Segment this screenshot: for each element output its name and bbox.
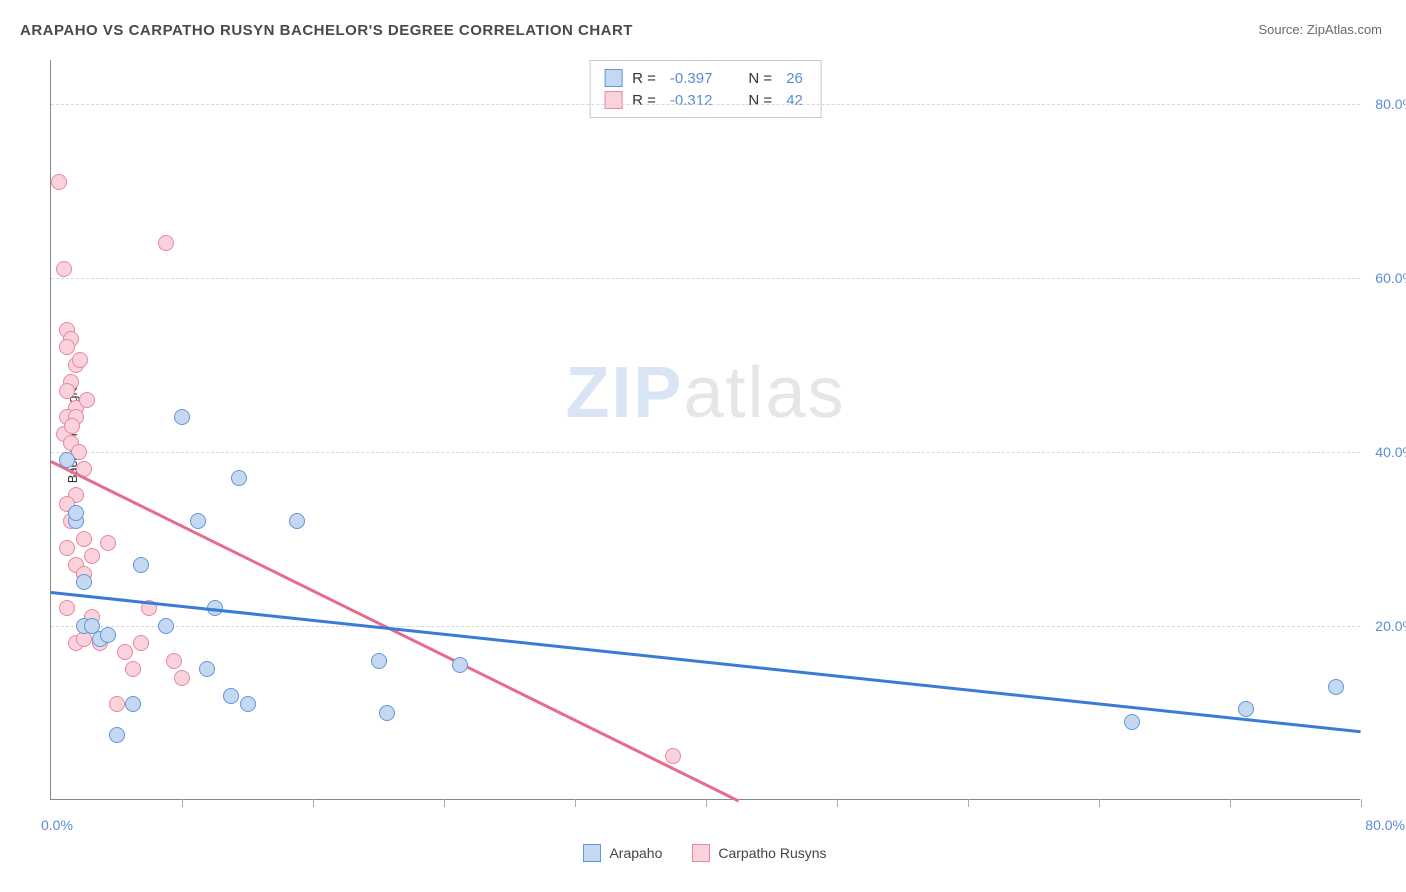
stats-n-value-carpatho: 42 xyxy=(786,92,803,109)
source-attribution: Source: ZipAtlas.com xyxy=(1258,22,1382,37)
data-point-arapaho xyxy=(76,574,92,590)
x-tick xyxy=(1230,799,1231,807)
data-point-carpatho xyxy=(56,261,72,277)
data-point-arapaho xyxy=(231,470,247,486)
data-point-carpatho xyxy=(109,696,125,712)
data-point-arapaho xyxy=(1124,714,1140,730)
stats-swatch-arapaho xyxy=(604,69,622,87)
stats-row-carpatho: R = -0.312 N = 42 xyxy=(604,89,807,111)
legend-item-carpatho: Carpatho Rusyns xyxy=(692,844,826,862)
x-tick xyxy=(837,799,838,807)
y-tick-label: 20.0% xyxy=(1375,618,1406,634)
data-point-arapaho xyxy=(174,409,190,425)
data-point-carpatho xyxy=(174,670,190,686)
legend-label-carpatho: Carpatho Rusyns xyxy=(718,845,826,861)
data-point-carpatho xyxy=(117,644,133,660)
stats-swatch-carpatho xyxy=(604,91,622,109)
legend-swatch-arapaho xyxy=(583,844,601,862)
stats-box: R = -0.397 N = 26 R = -0.312 N = 42 xyxy=(589,60,822,118)
x-tick xyxy=(313,799,314,807)
data-point-carpatho xyxy=(64,418,80,434)
stats-n-value-arapaho: 26 xyxy=(786,70,803,87)
data-point-carpatho xyxy=(72,352,88,368)
plot-area: Bachelor's Degree ZIPatlas 0.0% 80.0% R … xyxy=(50,60,1360,800)
data-point-arapaho xyxy=(199,661,215,677)
data-point-carpatho xyxy=(51,174,67,190)
stats-r-value-arapaho: -0.397 xyxy=(670,70,713,87)
data-point-carpatho xyxy=(125,661,141,677)
y-tick-label: 80.0% xyxy=(1375,96,1406,112)
legend: Arapaho Carpatho Rusyns xyxy=(50,844,1360,862)
x-tick xyxy=(706,799,707,807)
watermark: ZIPatlas xyxy=(565,352,845,434)
data-point-arapaho xyxy=(68,505,84,521)
grid-line xyxy=(51,452,1360,453)
data-point-arapaho xyxy=(59,452,75,468)
chart-title: ARAPAHO VS CARPATHO RUSYN BACHELOR'S DEG… xyxy=(20,22,633,39)
x-tick xyxy=(1099,799,1100,807)
data-point-arapaho xyxy=(1328,679,1344,695)
data-point-carpatho xyxy=(133,635,149,651)
watermark-atlas: atlas xyxy=(683,353,845,433)
data-point-arapaho xyxy=(379,705,395,721)
grid-line xyxy=(51,278,1360,279)
data-point-arapaho xyxy=(125,696,141,712)
data-point-carpatho xyxy=(665,748,681,764)
x-axis-max-label: 80.0% xyxy=(1365,817,1405,833)
legend-swatch-carpatho xyxy=(692,844,710,862)
data-point-arapaho xyxy=(158,618,174,634)
trend-line-carpatho xyxy=(50,461,739,803)
data-point-arapaho xyxy=(240,696,256,712)
stats-r-value-carpatho: -0.312 xyxy=(670,92,713,109)
x-tick xyxy=(444,799,445,807)
legend-label-arapaho: Arapaho xyxy=(609,845,662,861)
y-tick-label: 60.0% xyxy=(1375,270,1406,286)
stats-r-label-2: R = xyxy=(632,92,656,109)
data-point-arapaho xyxy=(289,513,305,529)
data-point-arapaho xyxy=(133,557,149,573)
data-point-arapaho xyxy=(109,727,125,743)
data-point-carpatho xyxy=(76,531,92,547)
data-point-carpatho xyxy=(59,600,75,616)
data-point-arapaho xyxy=(100,627,116,643)
data-point-carpatho xyxy=(59,383,75,399)
legend-item-arapaho: Arapaho xyxy=(583,844,662,862)
data-point-carpatho xyxy=(166,653,182,669)
data-point-carpatho xyxy=(79,392,95,408)
grid-line xyxy=(51,626,1360,627)
stats-r-label: R = xyxy=(632,70,656,87)
x-tick xyxy=(575,799,576,807)
y-tick-label: 40.0% xyxy=(1375,444,1406,460)
grid-line xyxy=(51,104,1360,105)
data-point-carpatho xyxy=(59,540,75,556)
data-point-arapaho xyxy=(452,657,468,673)
x-axis-min-label: 0.0% xyxy=(41,817,73,833)
data-point-arapaho xyxy=(371,653,387,669)
watermark-zip: ZIP xyxy=(565,353,683,433)
stats-row-arapaho: R = -0.397 N = 26 xyxy=(604,67,807,89)
x-tick xyxy=(182,799,183,807)
data-point-carpatho xyxy=(100,535,116,551)
stats-n-label: N = xyxy=(748,70,772,87)
stats-n-label-2: N = xyxy=(748,92,772,109)
data-point-carpatho xyxy=(158,235,174,251)
data-point-arapaho xyxy=(223,688,239,704)
data-point-carpatho xyxy=(59,339,75,355)
data-point-arapaho xyxy=(1238,701,1254,717)
x-tick xyxy=(968,799,969,807)
data-point-carpatho xyxy=(84,548,100,564)
x-tick xyxy=(1361,799,1362,807)
data-point-arapaho xyxy=(190,513,206,529)
